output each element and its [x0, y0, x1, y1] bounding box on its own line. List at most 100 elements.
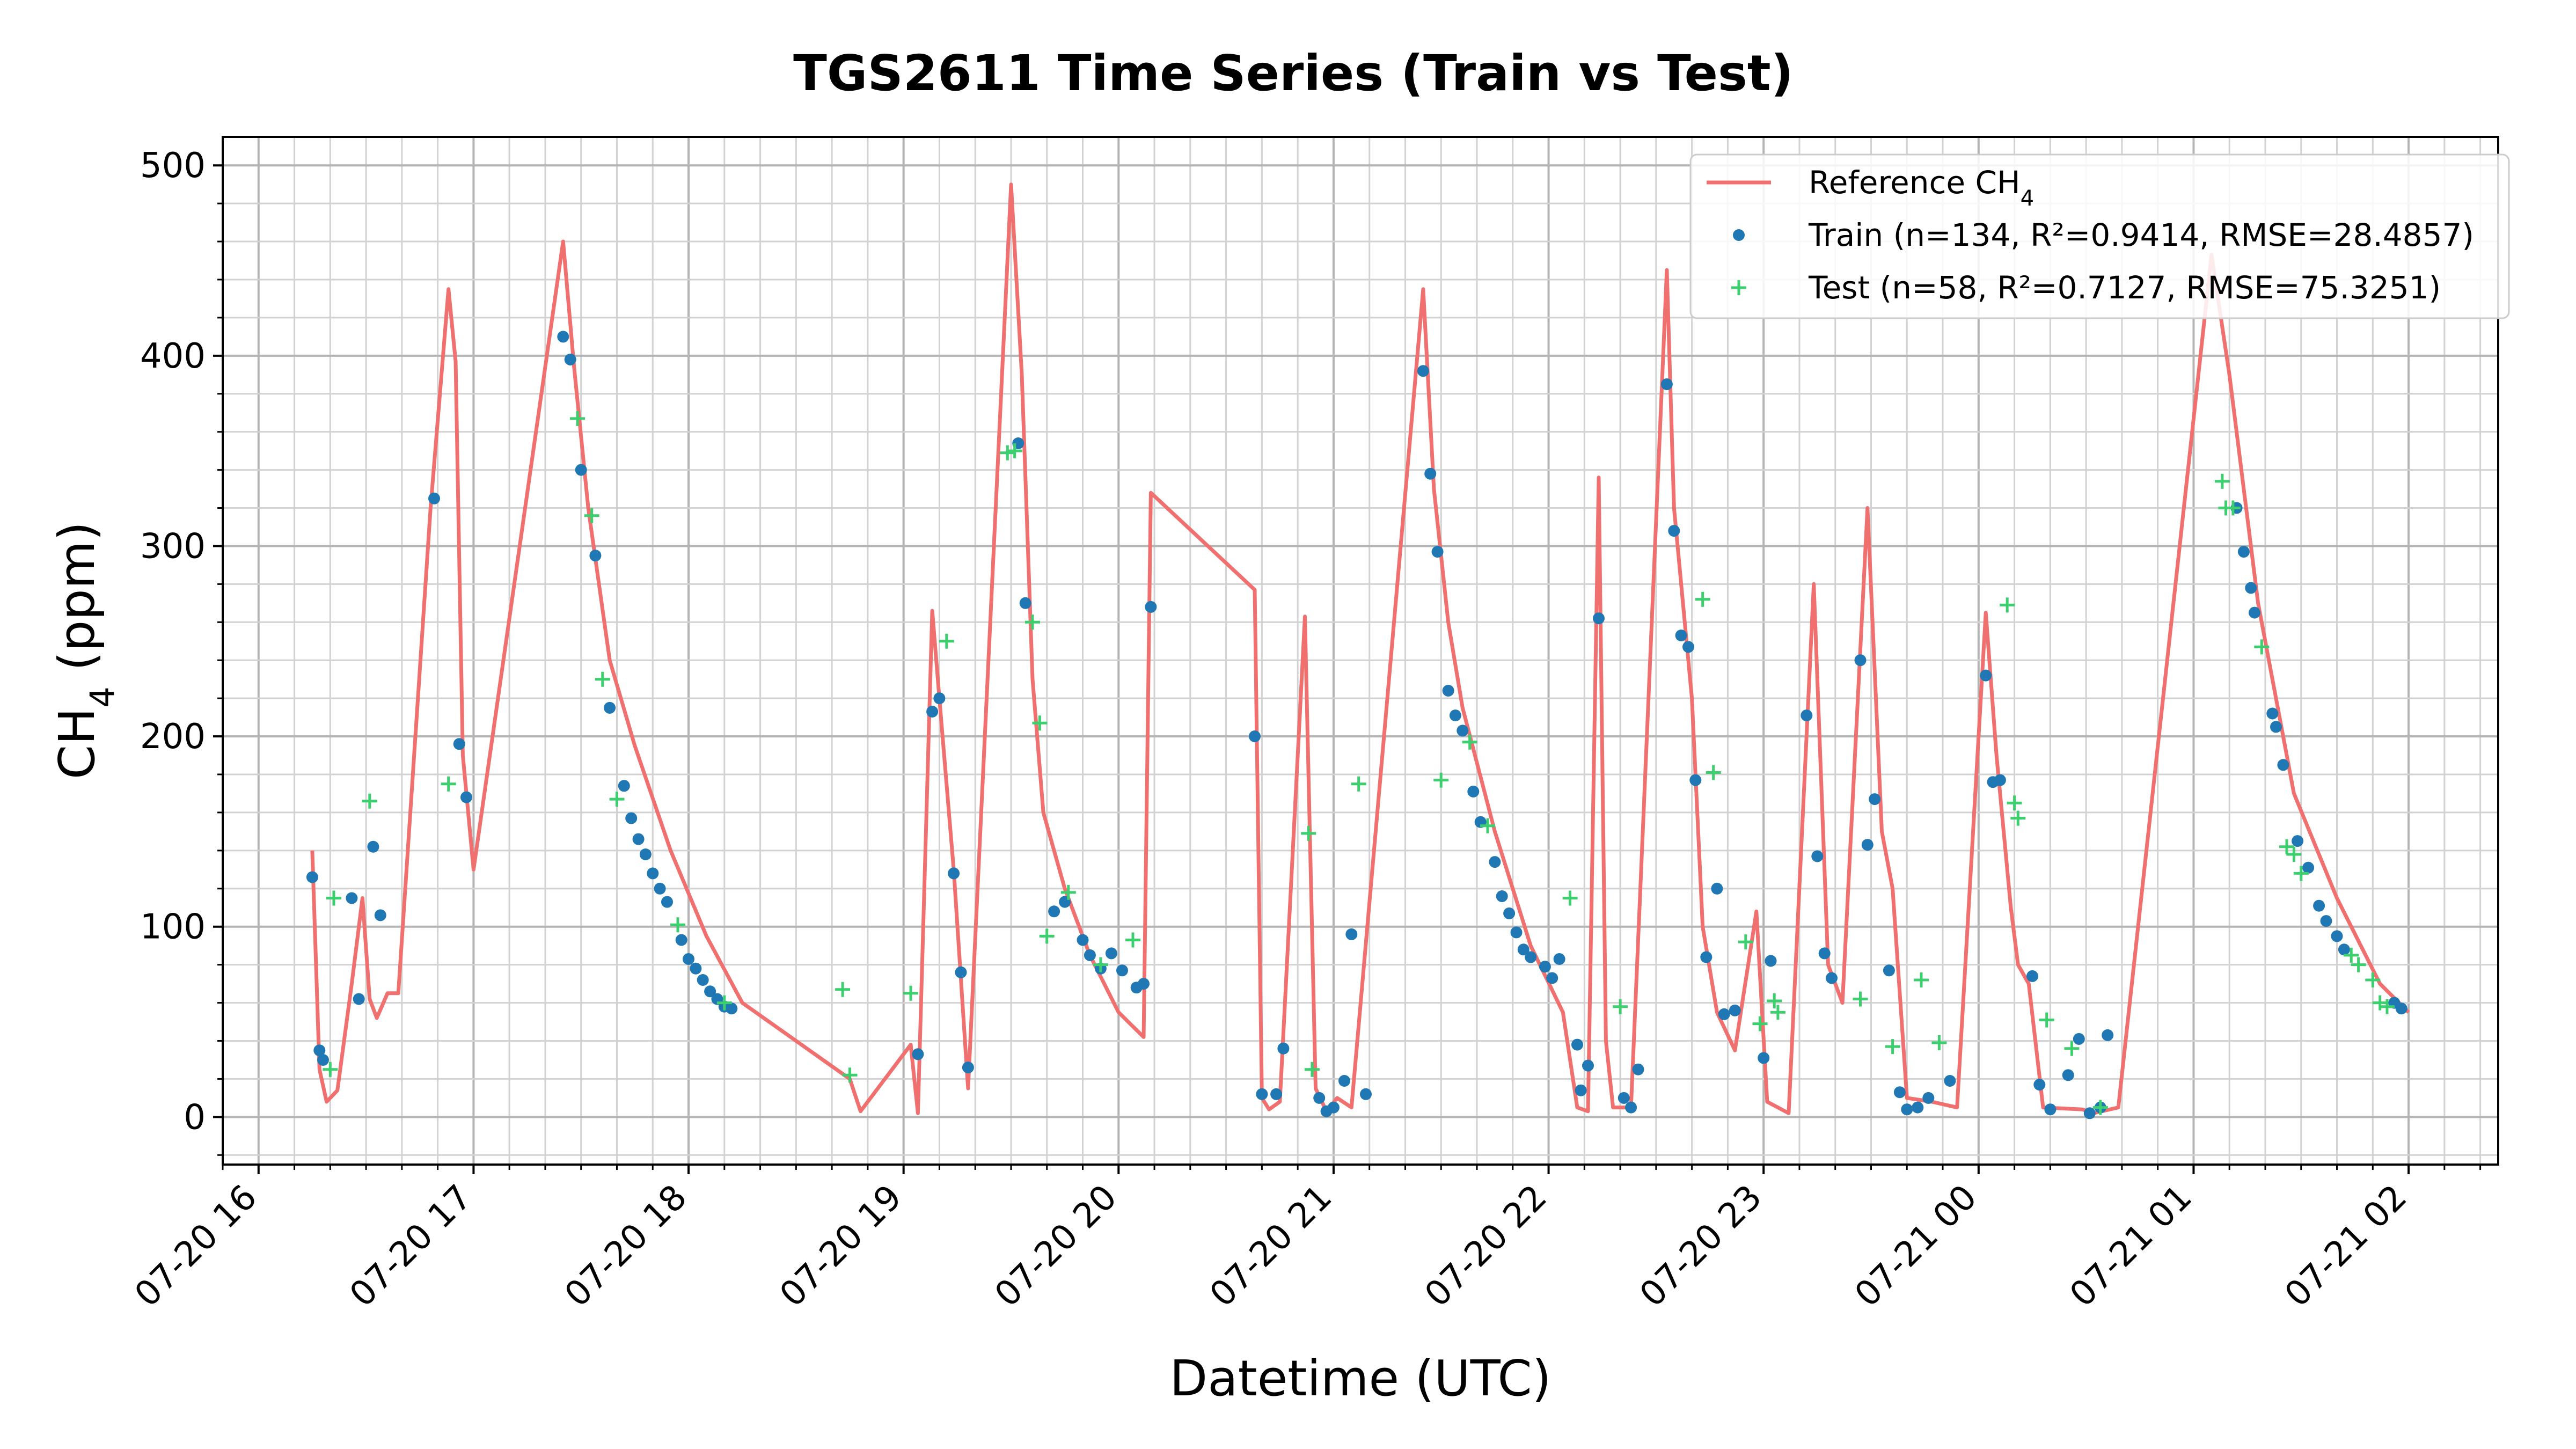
- train-point: [2266, 707, 2279, 720]
- test-point: [595, 671, 610, 687]
- train-point: [955, 966, 967, 978]
- train-point: [1116, 964, 1128, 977]
- train-point: [564, 353, 576, 365]
- train-point: [306, 871, 318, 883]
- test-point: [670, 917, 685, 933]
- train-point: [1758, 1052, 1770, 1064]
- test-point: [1032, 715, 1048, 731]
- train-point: [1765, 955, 1777, 967]
- test-point: [2380, 999, 2395, 1014]
- train-point: [374, 909, 386, 921]
- train-point: [2102, 1029, 2114, 1041]
- train-point: [1912, 1101, 1924, 1114]
- legend: Reference CH4 Train (n=134, R²=0.9414, R…: [1689, 153, 2510, 319]
- y-tick-label: 300: [140, 526, 206, 566]
- train-point: [1546, 972, 1558, 984]
- test-point: [2351, 957, 2366, 972]
- y-tick-label: 0: [184, 1097, 206, 1137]
- train-point: [2270, 721, 2282, 733]
- train-point: [2237, 546, 2250, 558]
- train-point: [1660, 378, 1673, 390]
- chart-title: TGS2611 Time Series (Train vs Test): [793, 45, 1794, 102]
- test-point: [1304, 1062, 1320, 1077]
- train-point: [1582, 1059, 1594, 1072]
- train-point: [453, 738, 465, 750]
- y-axis-label: CH4 (ppm): [48, 522, 122, 779]
- train-point: [2277, 759, 2289, 771]
- train-point: [1893, 1086, 1906, 1099]
- train-point: [726, 1002, 738, 1015]
- test-point: [1752, 1016, 1768, 1031]
- y-tick-label: 200: [140, 717, 206, 757]
- train-point: [1539, 961, 1551, 973]
- train-point: [1467, 785, 1480, 797]
- train-point: [2292, 835, 2304, 847]
- train-point: [1675, 630, 1687, 642]
- test-point: [842, 1067, 858, 1083]
- test-point: [1480, 818, 1495, 833]
- test-point: [903, 985, 918, 1001]
- train-point: [690, 962, 702, 975]
- train-point: [1571, 1038, 1583, 1051]
- train-point: [589, 550, 602, 562]
- train-point: [661, 896, 673, 908]
- train-point: [618, 780, 630, 792]
- train-point: [948, 867, 960, 880]
- train-point: [1442, 685, 1454, 697]
- train-point: [1510, 926, 1523, 939]
- train-point: [1138, 978, 1150, 990]
- test-point: [1301, 825, 1316, 841]
- train-point: [367, 840, 379, 853]
- test-point: [1000, 445, 1015, 460]
- train-point: [625, 812, 638, 824]
- test-point: [2064, 1041, 2080, 1056]
- test-point: [1613, 999, 1628, 1014]
- test-point: [2039, 1012, 2054, 1028]
- test-point: [1039, 928, 1055, 944]
- test-point: [1770, 1005, 1785, 1020]
- x-tick-label: 07-21 01: [2062, 1177, 2200, 1315]
- test-point: [1433, 772, 1449, 788]
- train-point: [1801, 709, 1813, 722]
- train-point: [1338, 1075, 1350, 1087]
- x-tick-label: 07-20 18: [558, 1177, 695, 1315]
- train-point: [2062, 1069, 2074, 1081]
- test-point: [2254, 639, 2270, 655]
- test-point: [323, 1062, 338, 1077]
- train-point: [1869, 793, 1881, 806]
- train-point: [1668, 525, 1680, 537]
- train-point: [2249, 606, 2260, 619]
- x-tick-label: 07-21 02: [2278, 1177, 2415, 1315]
- train-point: [346, 892, 358, 904]
- test-point: [362, 793, 377, 809]
- train-point: [1711, 882, 1723, 895]
- train-point: [926, 706, 939, 718]
- train-point: [1575, 1084, 1587, 1096]
- test-point: [1885, 1039, 1900, 1055]
- train-point: [704, 985, 716, 998]
- train-point: [2083, 1107, 2096, 1119]
- train-point: [2302, 861, 2315, 874]
- test-point: [1060, 884, 1076, 900]
- test-point: [1695, 591, 1710, 607]
- train-point: [654, 882, 666, 895]
- test-point: [2000, 597, 2015, 613]
- test-point: [1462, 734, 1477, 750]
- test-point: [2225, 500, 2241, 516]
- train-point: [2313, 899, 2325, 912]
- train-point: [683, 953, 694, 965]
- train-point: [2338, 943, 2350, 956]
- train-point: [1994, 774, 2006, 786]
- x-tick-label: 07-20 16: [127, 1177, 265, 1315]
- train-point: [1625, 1101, 1637, 1114]
- train-point: [1944, 1075, 1956, 1087]
- train-point: [1718, 1008, 1730, 1020]
- train-point: [604, 701, 616, 714]
- test-point: [1931, 1035, 1947, 1050]
- train-point: [1489, 856, 1501, 868]
- test-point: [2286, 847, 2302, 862]
- y-tick-label: 400: [140, 336, 206, 376]
- legend-box: [1689, 153, 2510, 319]
- train-point: [1019, 597, 1031, 609]
- train-point: [1818, 947, 1831, 960]
